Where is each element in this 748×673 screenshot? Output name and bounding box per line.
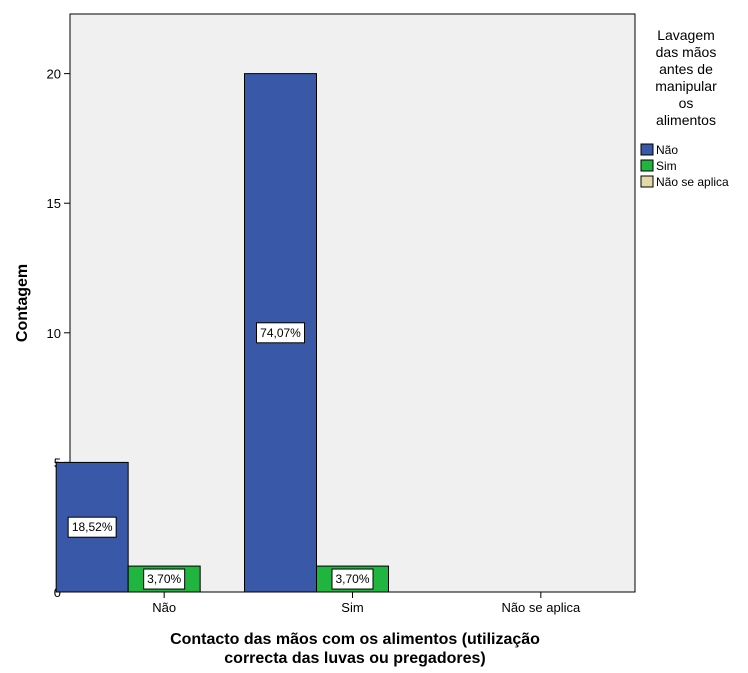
- legend-title-line-3: antes de: [659, 61, 713, 77]
- legend: Lavagem das mãos antes de manipular os a…: [640, 27, 729, 189]
- legend-title-line-2: das mãos: [656, 44, 717, 60]
- x-tick-label: Não: [152, 600, 176, 615]
- legend-label: Não: [656, 143, 678, 157]
- legend-swatch: [640, 143, 654, 156]
- legend-title-line-5: os: [679, 95, 694, 111]
- legend-swatch: [640, 159, 654, 172]
- x-tick-label: Sim: [341, 600, 363, 615]
- x-axis: Não Sim Não se aplica: [152, 592, 581, 615]
- data-label-box: [256, 322, 305, 344]
- legend-label: Sim: [656, 159, 677, 173]
- data-label-box: [143, 568, 186, 590]
- y-axis-title: Contagem: [14, 264, 31, 342]
- plot-area: [69, 13, 636, 593]
- data-label-box: [67, 516, 117, 538]
- data-labels: 18,52% 3,70% 74,07% 3,70%: [67, 322, 374, 590]
- y-tick-label: 20: [47, 67, 61, 82]
- y-tick-label: 15: [47, 196, 61, 211]
- x-axis-title-line-2: correcta das luvas ou pregadores): [224, 650, 485, 667]
- legend-title-line-6: alimentos: [656, 112, 716, 128]
- data-label: 18,52%: [72, 520, 113, 534]
- legend-swatch: [640, 175, 654, 188]
- x-axis-title-line-1: Contacto das mãos com os alimentos (util…: [170, 631, 540, 648]
- data-label: 3,70%: [147, 572, 181, 586]
- data-label: 74,07%: [260, 326, 301, 340]
- x-tick-label: Não se aplica: [501, 600, 581, 615]
- data-label-box: [331, 568, 374, 590]
- legend-title-line-4: manipular: [655, 78, 717, 94]
- legend-label: Não se aplica: [656, 175, 729, 189]
- y-tick-label: 10: [47, 326, 61, 341]
- data-label: 3,70%: [335, 572, 369, 586]
- legend-title-line-1: Lavagem: [657, 27, 715, 43]
- y-tick-label: 0: [54, 585, 61, 600]
